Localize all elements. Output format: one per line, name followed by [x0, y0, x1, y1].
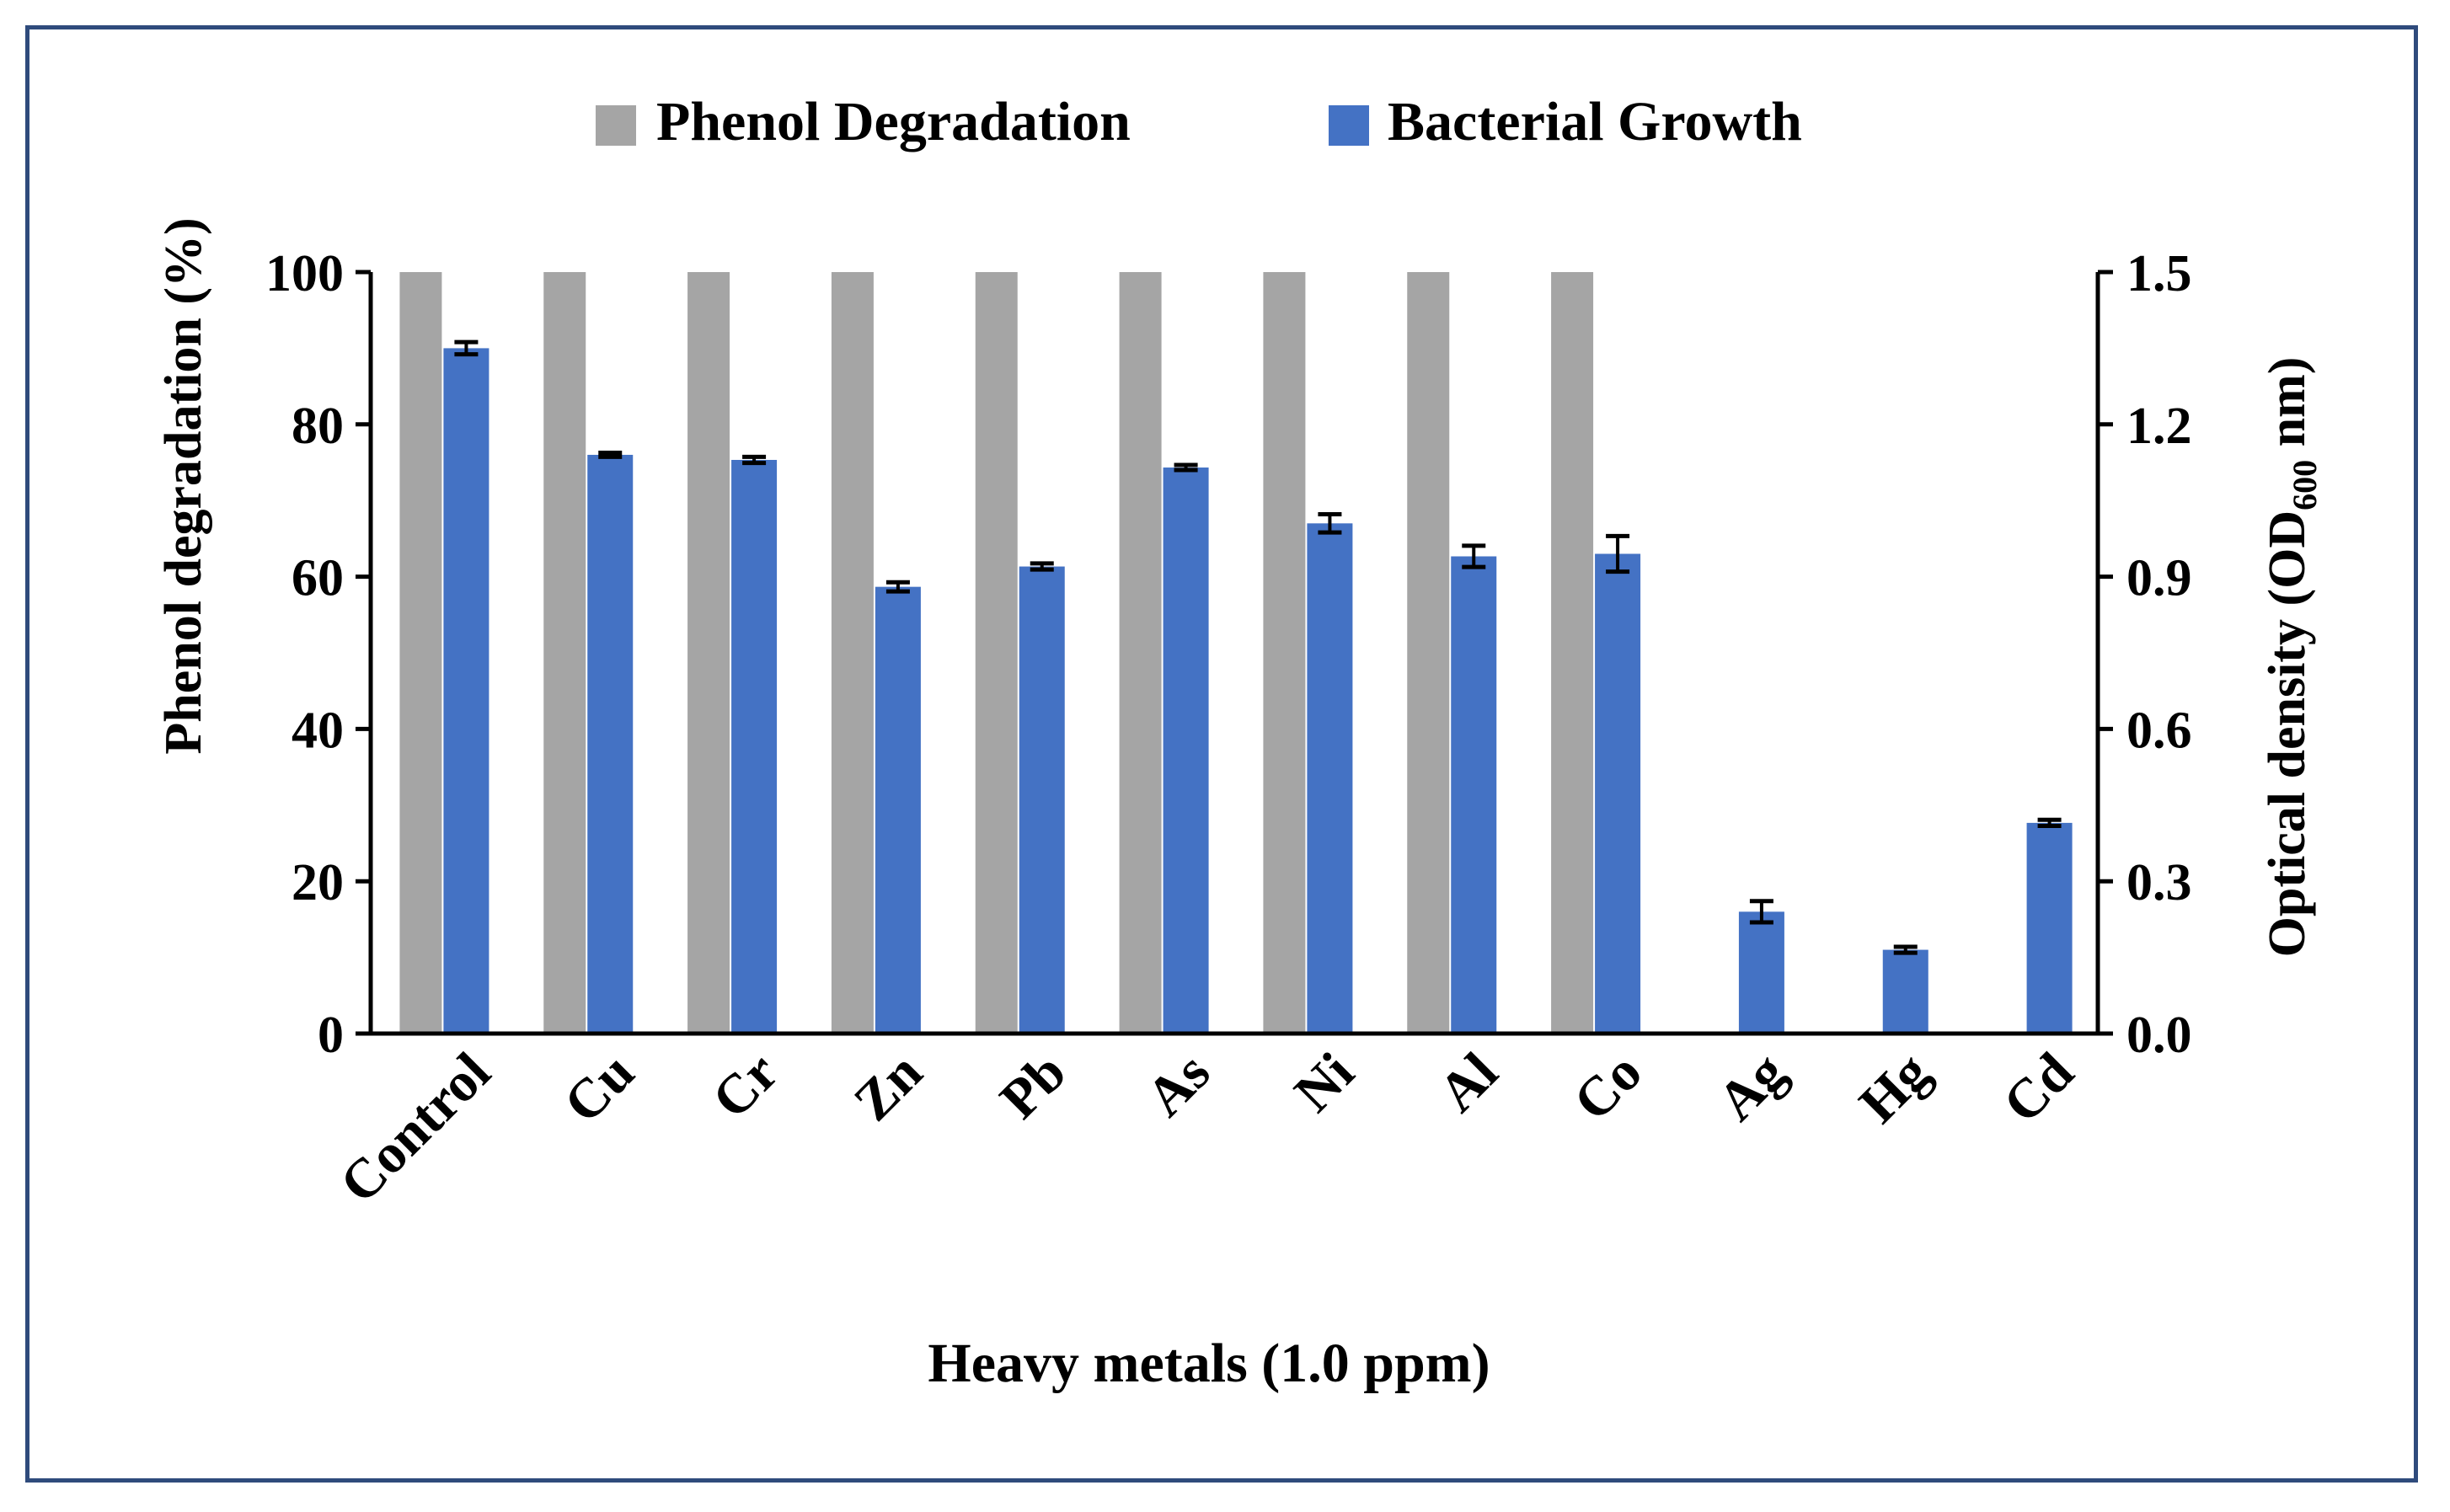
- bar-phenol-zn: [831, 272, 874, 1034]
- bar-phenol-co: [1551, 272, 1594, 1034]
- legend-label-bacterial-growth: Bacterial Growth: [1388, 91, 1802, 152]
- bar-growth-cd: [2026, 822, 2073, 1034]
- left-tick-label: 80: [292, 398, 344, 455]
- right-axis-title: Optical density (OD600 nm): [2259, 357, 2324, 958]
- x-tick-label-co: Co: [1562, 1041, 1654, 1133]
- bar-growth-ni: [1307, 523, 1353, 1034]
- x-tick-label-cd: Cd: [1992, 1041, 2085, 1135]
- x-tick-label-al: Al: [1427, 1041, 1510, 1124]
- bar-growth-al: [1451, 556, 1497, 1034]
- legend-label-phenol-degradation: Phenol Degradation: [656, 91, 1131, 152]
- bacterial-growth-bars: [443, 348, 2073, 1034]
- right-axis-ticks: 0.0 0.3 0.6 0.9 1.2 1.5: [2098, 245, 2192, 1064]
- left-tick-label: 40: [292, 702, 344, 759]
- bar-growth-zn: [875, 586, 921, 1034]
- right-axis-title-suffix: nm): [2259, 357, 2316, 460]
- bar-phenol-pb: [975, 272, 1018, 1034]
- error-bars: [454, 339, 2062, 955]
- right-tick-label: 0.3: [2126, 854, 2192, 911]
- bar-phenol-control: [399, 272, 442, 1034]
- x-tick-label-pb: Pb: [988, 1041, 1078, 1130]
- left-tick-label: 100: [265, 245, 344, 302]
- bar-growth-co: [1595, 553, 1641, 1034]
- right-tick-label: 0.0: [2126, 1007, 2192, 1064]
- legend-swatch-phenol-degradation: [596, 105, 636, 146]
- x-axis-tick-labels: Control Cu Cr Zn Pb As Ni Al Co Ag Hg Cd: [329, 1041, 2085, 1215]
- bar-growth-as: [1163, 467, 1209, 1034]
- bar-phenol-as: [1119, 272, 1162, 1034]
- axes: [368, 272, 2100, 1036]
- legend: Phenol Degradation Bacterial Growth: [596, 91, 1802, 152]
- x-tick-label-control: Control: [329, 1041, 502, 1215]
- x-tick-label-cu: Cu: [553, 1041, 646, 1135]
- bar-growth-cu: [587, 454, 634, 1034]
- right-tick-label: 0.9: [2126, 550, 2192, 607]
- right-tick-label: 1.2: [2126, 398, 2192, 455]
- bar-growth-cr: [731, 459, 778, 1034]
- left-axis-ticks: 0 20 40 60 80 100: [265, 245, 371, 1064]
- right-axis-title-subscript: 600: [2286, 460, 2324, 510]
- phenol-degradation-bars: [399, 272, 1594, 1034]
- x-tick-label-cr: Cr: [701, 1041, 790, 1130]
- bar-growth-control: [443, 348, 489, 1034]
- figure-frame: 0 20 40 60 80 100 0.0 0.3 0.6 0.9 1.2 1.5 Control C…: [25, 25, 2418, 1483]
- x-tick-label-as: As: [1135, 1041, 1222, 1128]
- x-tick-label-ni: Ni: [1283, 1041, 1366, 1124]
- left-tick-label: 60: [292, 550, 344, 607]
- bar-growth-pb: [1019, 566, 1065, 1034]
- bar-growth-hg: [1882, 949, 1928, 1034]
- right-tick-label: 0.6: [2126, 702, 2192, 759]
- left-tick-label: 20: [292, 854, 344, 911]
- bar-phenol-cr: [687, 272, 730, 1034]
- x-tick-label-ag: Ag: [1706, 1041, 1798, 1133]
- x-tick-label-hg: Hg: [1848, 1041, 1941, 1135]
- bar-phenol-al: [1407, 272, 1450, 1034]
- left-tick-label: 0: [318, 1007, 344, 1064]
- x-tick-label-zn: Zn: [843, 1041, 934, 1133]
- x-axis-title: Heavy metals (1.0 ppm): [928, 1333, 1490, 1394]
- bar-growth-ag: [1738, 911, 1784, 1034]
- right-axis-title-prefix: Optical density (OD: [2259, 510, 2316, 957]
- bar-phenol-ni: [1263, 272, 1306, 1034]
- right-tick-label: 1.5: [2126, 245, 2192, 302]
- legend-swatch-bacterial-growth: [1329, 105, 1369, 146]
- bar-phenol-cu: [543, 272, 586, 1034]
- left-axis-title: Phenol degradation (%): [155, 217, 212, 754]
